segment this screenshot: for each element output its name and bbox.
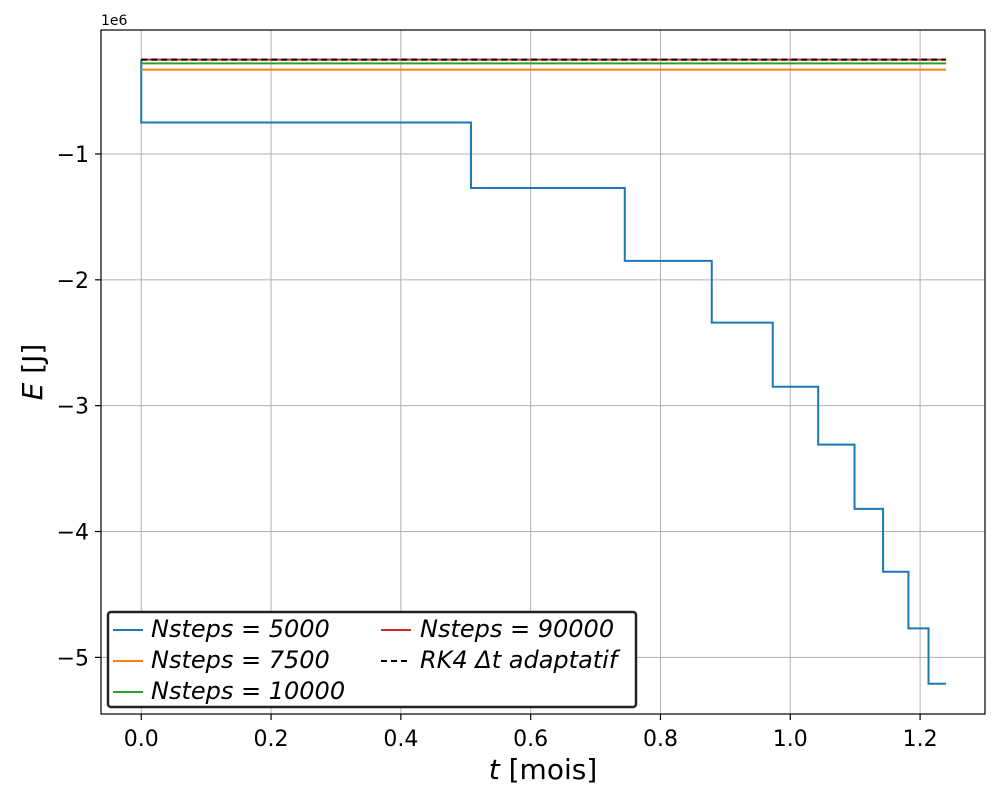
legend-label-rk4-adaptatif: RK4 Δt adaptatif	[420, 646, 621, 674]
series-line-nsteps-5000	[140, 59, 947, 685]
x-tick-label: 0.6	[513, 727, 548, 752]
y-offset-label: 1e6	[101, 13, 128, 29]
legend-box	[106, 610, 638, 709]
plot-frame	[100, 29, 986, 715]
y-tick-label: −1	[57, 143, 89, 168]
legend-label-nsteps-10000: Nsteps = 10000	[151, 677, 345, 705]
legend-label-nsteps-5000: Nsteps = 5000	[151, 615, 330, 643]
y-tick-label: −4	[57, 521, 89, 546]
y-axis-label: E [J]	[16, 344, 49, 401]
x-tick-label: 0.8	[643, 727, 678, 752]
x-tick-label: 0.0	[124, 727, 159, 752]
x-tick-label: 0.2	[254, 727, 289, 752]
x-axis-label: t [mois]	[489, 753, 598, 786]
y-tick-label: −5	[57, 646, 89, 671]
x-tick-label: 0.4	[383, 727, 418, 752]
axis-ticks: 0.0 0.2 0.4 0.6 0.8 1.0 1.2 −1 −2 −3 −4 −5	[57, 143, 938, 752]
legend: Nsteps = 5000 Nsteps = 7500 Nsteps = 100…	[106, 610, 638, 709]
y-tick-label: −2	[57, 269, 89, 294]
grid	[101, 30, 985, 714]
x-tick-label: 1.2	[903, 727, 938, 752]
legend-label-nsteps-7500: Nsteps = 7500	[151, 646, 330, 674]
series-layer	[140, 58, 947, 685]
y-tick-label: −3	[57, 395, 89, 420]
x-tick-label: 1.0	[773, 727, 808, 752]
legend-label-nsteps-90000: Nsteps = 90000	[420, 615, 614, 643]
